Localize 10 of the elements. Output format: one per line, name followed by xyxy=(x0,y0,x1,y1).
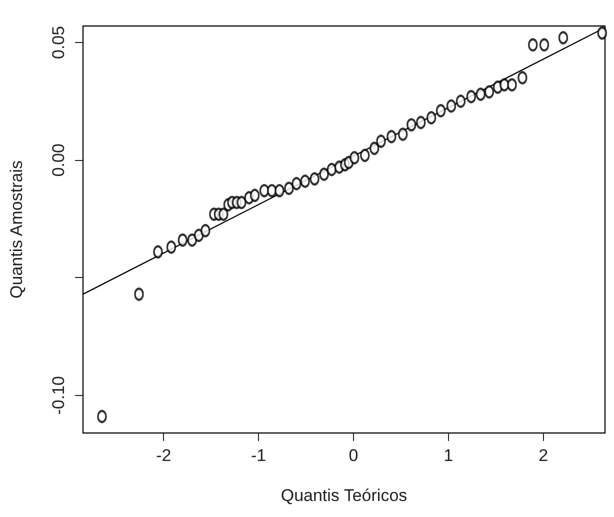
x-tick-label: 1 xyxy=(444,446,454,465)
y-tick-label: 0.00 xyxy=(49,144,68,177)
x-tick-label: -1 xyxy=(251,446,266,465)
x-tick-label: -2 xyxy=(156,446,172,465)
y-tick-label: -0.10 xyxy=(49,376,68,415)
y-axis-title: Quantis Amostrais xyxy=(7,160,26,298)
x-axis-title: Quantis Teóricos xyxy=(280,486,408,505)
x-tick-label: 0 xyxy=(348,446,358,465)
y-tick-label: 0.05 xyxy=(49,26,68,60)
x-tick-label: 2 xyxy=(538,446,548,465)
